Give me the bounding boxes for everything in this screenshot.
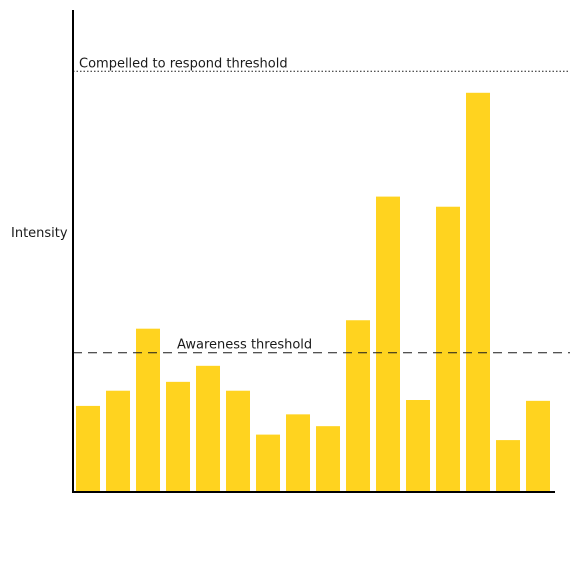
bar-12 — [406, 400, 430, 492]
bar-6 — [226, 390, 250, 492]
bar-4 — [166, 381, 190, 492]
bar-11 — [376, 196, 400, 492]
compelled-threshold-label: Compelled to respond threshold — [79, 56, 288, 71]
bar-1 — [76, 405, 100, 492]
bar-2 — [106, 390, 130, 492]
bar-10 — [346, 320, 370, 492]
bars-group — [76, 92, 550, 493]
bar-5 — [196, 365, 220, 492]
bar-16 — [526, 400, 550, 492]
y-axis-label: Intensity — [11, 226, 68, 241]
bar-3 — [136, 328, 160, 492]
bar-9 — [316, 426, 340, 492]
awareness-threshold-label: Awareness threshold — [177, 338, 312, 353]
bar-14 — [466, 92, 490, 493]
bar-15 — [496, 440, 520, 492]
bar-8 — [286, 414, 310, 492]
bar-7 — [256, 434, 280, 492]
bar-13 — [436, 206, 460, 492]
